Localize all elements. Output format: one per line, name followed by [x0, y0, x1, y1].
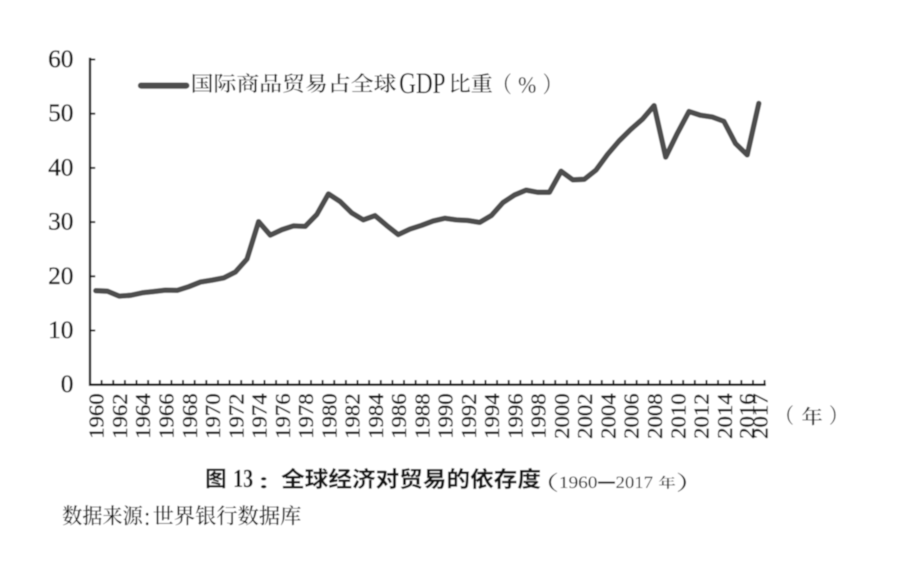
- svg-text:1968: 1968: [178, 393, 202, 439]
- svg-text:2014: 2014: [713, 393, 737, 439]
- svg-text:2000: 2000: [550, 393, 574, 439]
- svg-text:1970: 1970: [201, 393, 225, 439]
- svg-text:1978: 1978: [294, 393, 318, 439]
- svg-text:10: 10: [48, 316, 73, 344]
- svg-text:1976: 1976: [271, 393, 295, 439]
- svg-text:1990: 1990: [434, 393, 458, 439]
- svg-text:1964: 1964: [131, 393, 155, 439]
- svg-text:2017: 2017: [749, 393, 773, 439]
- svg-text:1984: 1984: [364, 393, 388, 439]
- svg-text:30: 30: [48, 208, 73, 236]
- svg-text:2008: 2008: [643, 393, 667, 439]
- svg-text:2004: 2004: [597, 393, 621, 439]
- svg-text:2016: 2016: [735, 393, 759, 439]
- svg-text:1960: 1960: [85, 393, 109, 439]
- svg-text:1994: 1994: [480, 393, 504, 439]
- svg-text:1996: 1996: [503, 393, 527, 439]
- svg-text:1962: 1962: [108, 393, 132, 439]
- svg-text:40: 40: [48, 153, 73, 181]
- svg-text:1992: 1992: [457, 393, 481, 439]
- svg-text:1980: 1980: [317, 393, 341, 439]
- svg-text:1988: 1988: [410, 393, 434, 439]
- svg-text:2002: 2002: [573, 393, 597, 439]
- svg-text:1974: 1974: [248, 393, 272, 439]
- svg-text:1982: 1982: [341, 393, 365, 439]
- svg-text:0: 0: [61, 370, 74, 398]
- svg-text:1966: 1966: [155, 393, 179, 439]
- svg-text:1998: 1998: [527, 393, 551, 439]
- svg-text:2012: 2012: [690, 393, 714, 439]
- svg-text:50: 50: [48, 99, 73, 127]
- svg-text:1986: 1986: [387, 393, 411, 439]
- svg-text:2006: 2006: [620, 393, 644, 439]
- svg-text:1972: 1972: [224, 393, 248, 439]
- svg-text:60: 60: [48, 45, 73, 73]
- svg-text:2010: 2010: [666, 393, 690, 439]
- svg-text:20: 20: [48, 262, 73, 290]
